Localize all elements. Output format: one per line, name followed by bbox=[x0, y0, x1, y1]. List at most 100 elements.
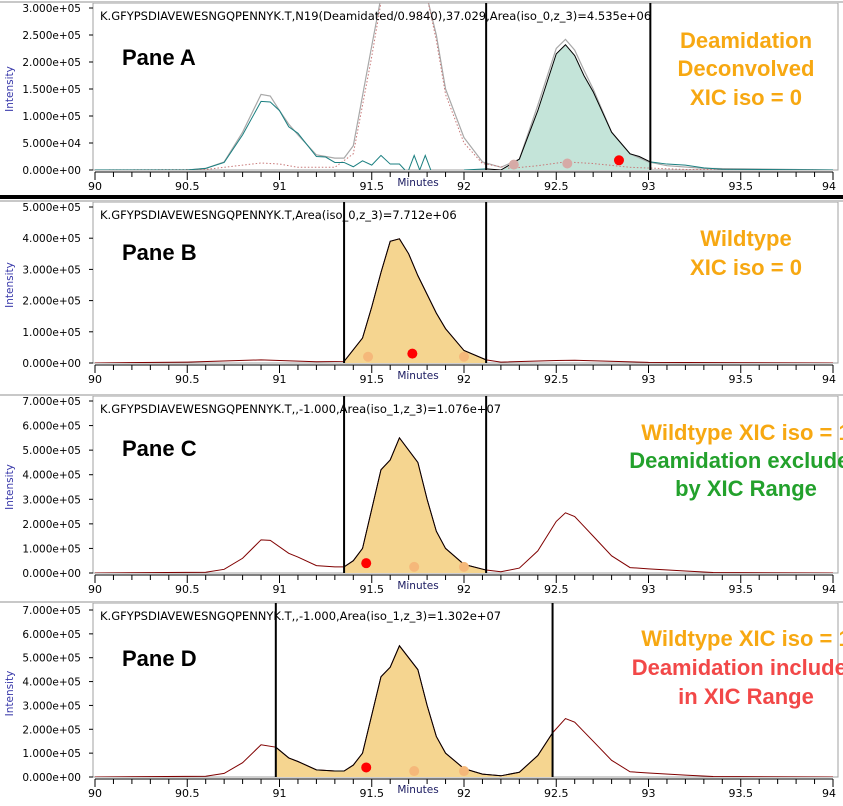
x-tick-label: 94 bbox=[822, 583, 836, 596]
x-axis-title: Minutes bbox=[397, 177, 438, 189]
x-tick-label: 94 bbox=[822, 180, 836, 193]
y-tick-label: 4.000e+05 bbox=[22, 677, 81, 689]
y-tick-label: 1.000e+05 bbox=[22, 748, 81, 760]
annotation-line: Deconvolved bbox=[678, 56, 815, 81]
x-tick-label: 90.5 bbox=[175, 180, 200, 193]
series-line-gray bbox=[95, 3, 834, 170]
x-tick-label: 93 bbox=[642, 583, 656, 596]
x-tick-label: 94 bbox=[822, 373, 836, 386]
series-line-in-range bbox=[343, 238, 487, 362]
integrated-peak-area bbox=[275, 645, 553, 777]
x-tick-label: 91 bbox=[273, 180, 287, 193]
x-tick-label: 94 bbox=[822, 787, 836, 800]
series-line-teal bbox=[650, 161, 834, 170]
peak-marker bbox=[459, 561, 469, 572]
chart-pane-a: 90 90.5 91 91.5 92 92.5 93 93.5 94 Minutes 0.000e+… bbox=[0, 1, 843, 199]
y-tick-label: 5.000e+05 bbox=[22, 445, 81, 457]
x-tick-label: 93 bbox=[642, 373, 656, 386]
x-tick-label: 93.5 bbox=[729, 373, 754, 386]
x-tick-label: 93.5 bbox=[729, 787, 754, 800]
x-tick-label: 92.5 bbox=[544, 373, 569, 386]
annotation-line: Wildtype bbox=[700, 226, 791, 251]
y-tick-label: 1.500e+05 bbox=[22, 84, 81, 96]
series-line-in-range bbox=[275, 644, 553, 777]
x-axis-title: Minutes bbox=[397, 784, 438, 796]
peak-marker bbox=[409, 766, 420, 777]
series-line-teal bbox=[463, 168, 487, 170]
x-tick-label: 90.5 bbox=[175, 373, 200, 386]
x-tick-label: 92 bbox=[457, 583, 471, 596]
series-line-dotted bbox=[94, 3, 834, 170]
y-axis-title: Intensity bbox=[4, 671, 16, 717]
y-tick-label: 3.000e+05 bbox=[22, 494, 81, 506]
x-tick-label: 91.5 bbox=[360, 583, 385, 596]
y-tick-label: 0.000e+00 bbox=[22, 772, 81, 784]
annotation-line: Deamidation excluded bbox=[629, 448, 843, 473]
y-tick-label: 2.000e+05 bbox=[22, 519, 81, 531]
y-tick-label: 7.000e+05 bbox=[22, 396, 81, 408]
x-axis-title: Minutes bbox=[397, 370, 438, 382]
annotation-line: in XIC Range bbox=[678, 684, 814, 709]
y-tick-label: 2.000e+05 bbox=[22, 296, 81, 308]
peak-marker bbox=[459, 351, 469, 362]
annotation-line: by XIC Range bbox=[675, 476, 817, 501]
series-line-in-range bbox=[343, 436, 487, 571]
x-tick-label: 90.5 bbox=[175, 583, 200, 596]
y-tick-label: 2.500e+05 bbox=[22, 30, 81, 42]
y-tick-label: 5.000e+05 bbox=[22, 653, 81, 665]
pane-label: Pane D bbox=[122, 646, 197, 671]
peak-marker bbox=[361, 762, 372, 773]
peptide-header: K.GFYPSDIAVEWESNGQPENNYK.T,Area(iso_0,z_… bbox=[100, 208, 457, 222]
y-tick-label: 3.000e+05 bbox=[22, 3, 81, 15]
x-tick-label: 93 bbox=[642, 787, 656, 800]
peptide-header: K.GFYPSDIAVEWESNGQPENNYK.T,,-1.000,Area(… bbox=[100, 609, 501, 623]
y-tick-label: 6.000e+05 bbox=[22, 421, 81, 433]
x-tick-label: 90 bbox=[88, 787, 102, 800]
x-tick-label: 91.5 bbox=[360, 787, 385, 800]
y-tick-label: 5.000e+05 bbox=[22, 202, 81, 214]
x-tick-label: 91.5 bbox=[360, 180, 385, 193]
x-tick-label: 92.5 bbox=[544, 583, 569, 596]
y-tick-label: 3.000e+05 bbox=[22, 264, 81, 276]
x-tick-label: 93.5 bbox=[729, 180, 754, 193]
annotation-line: XIC iso = 0 bbox=[690, 255, 802, 280]
x-tick-label: 91 bbox=[273, 583, 287, 596]
y-tick-label: 1.000e+05 bbox=[22, 111, 81, 123]
y-tick-label: 4.000e+05 bbox=[22, 233, 81, 245]
x-tick-label: 90 bbox=[88, 583, 102, 596]
x-tick-label: 90 bbox=[88, 373, 102, 386]
peak-marker bbox=[409, 561, 420, 572]
peptide-header: K.GFYPSDIAVEWESNGQPENNYK.T,,-1.000,Area(… bbox=[100, 402, 501, 416]
x-tick-label: 90 bbox=[88, 180, 102, 193]
peak-marker bbox=[613, 155, 624, 166]
y-axis-title: Intensity bbox=[4, 262, 16, 308]
y-tick-label: 2.000e+05 bbox=[22, 724, 81, 736]
plot-area bbox=[92, 2, 839, 171]
chart-pane-d: 90 90.5 91 91.5 92 92.5 93 93.5 94 Minutes 0.000e+… bbox=[0, 601, 843, 800]
peak-marker bbox=[363, 351, 374, 362]
peak-marker bbox=[407, 348, 418, 359]
annotation-line: Deamidation included bbox=[632, 655, 843, 680]
x-tick-label: 93.5 bbox=[729, 583, 754, 596]
plot-area bbox=[92, 395, 839, 574]
annotation-line: Wildtype XIC iso = 1 bbox=[641, 420, 843, 445]
x-axis-title: Minutes bbox=[397, 580, 438, 592]
chart-pane-c: 90 90.5 91 91.5 92 92.5 93 93.5 94 Minutes 0.000e+… bbox=[0, 394, 843, 596]
y-tick-label: 3.000e+05 bbox=[22, 700, 81, 712]
x-tick-label: 91 bbox=[273, 373, 287, 386]
peak-marker bbox=[508, 159, 519, 170]
y-tick-label: 0.000e+00 bbox=[22, 568, 81, 580]
y-tick-label: 1.000e+05 bbox=[22, 327, 81, 339]
y-axis-title: Intensity bbox=[4, 464, 16, 510]
x-tick-label: 91.5 bbox=[360, 373, 385, 386]
y-tick-label: 0.000e+00 bbox=[22, 358, 81, 370]
pane-label: Pane A bbox=[122, 45, 196, 70]
integrated-peak-area bbox=[344, 238, 487, 363]
y-tick-label: 5.000e+04 bbox=[22, 138, 81, 150]
series-line-peak bbox=[486, 43, 651, 170]
x-tick-label: 90.5 bbox=[175, 787, 200, 800]
pane-separator bbox=[0, 195, 843, 199]
chart-pane-b: 90 90.5 91 91.5 92 92.5 93 93.5 94 Minutes 0.000e+… bbox=[0, 200, 843, 386]
series-line-teal bbox=[95, 100, 406, 170]
